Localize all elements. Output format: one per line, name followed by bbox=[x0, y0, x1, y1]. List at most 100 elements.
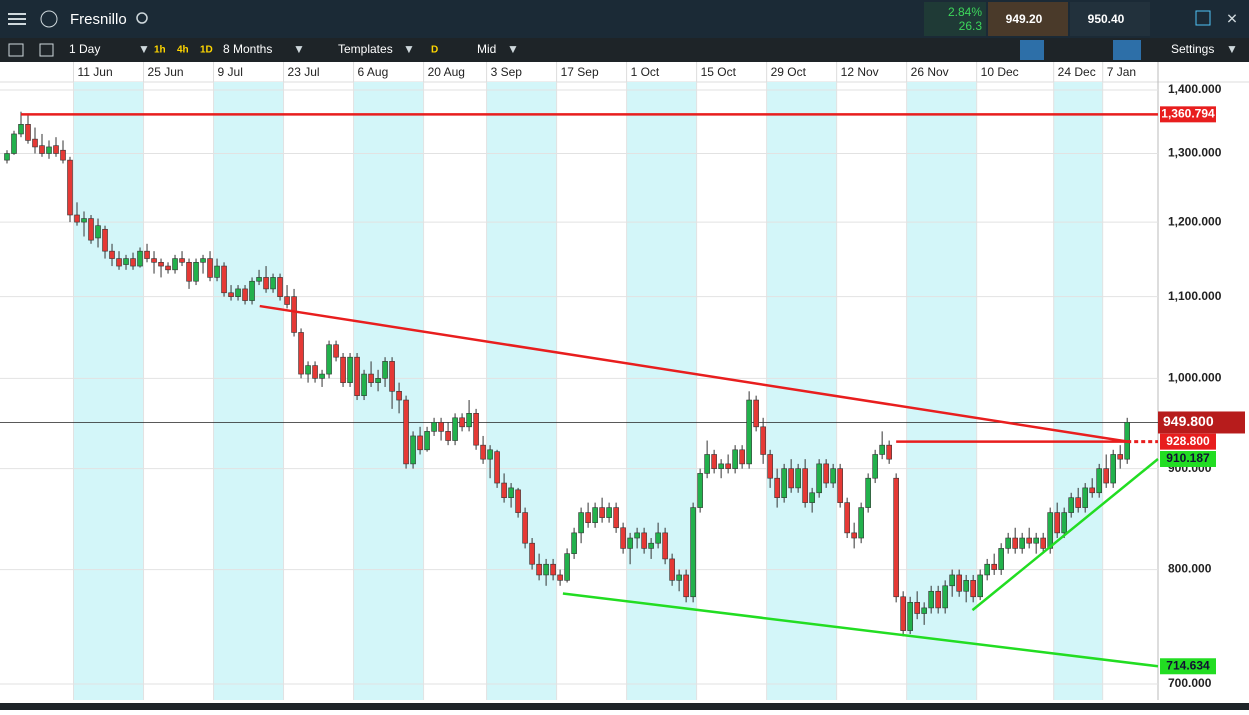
quick-interval[interactable]: 1D bbox=[200, 45, 213, 56]
y-tick-label: 1,300.000 bbox=[1168, 146, 1222, 160]
candle-body bbox=[900, 596, 906, 631]
price-tag bbox=[1160, 450, 1216, 467]
candle-body bbox=[774, 477, 780, 498]
candle-body bbox=[1075, 497, 1081, 508]
candle-body bbox=[690, 507, 696, 598]
x-tick-label: 9 Jul bbox=[218, 65, 243, 79]
dropdown-arrow: ▼ bbox=[507, 42, 519, 56]
active-tool[interactable] bbox=[1020, 40, 1044, 60]
list-icon[interactable] bbox=[8, 43, 24, 57]
candle-body bbox=[655, 532, 661, 544]
candle-body bbox=[998, 548, 1004, 570]
settings[interactable]: Settings bbox=[1171, 42, 1214, 56]
candle-body bbox=[1061, 512, 1067, 534]
candle-body bbox=[361, 373, 367, 396]
menu-button[interactable] bbox=[8, 13, 26, 25]
candle-body bbox=[88, 218, 94, 241]
candle-body bbox=[165, 265, 171, 271]
buy-box[interactable] bbox=[1070, 2, 1150, 36]
candle-body bbox=[431, 421, 437, 432]
candle-body bbox=[1012, 537, 1018, 549]
candle-body bbox=[760, 426, 766, 455]
candle-body bbox=[438, 421, 444, 432]
time-band bbox=[906, 82, 977, 700]
active-tool[interactable] bbox=[1113, 40, 1141, 60]
x-tick-label: 26 Nov bbox=[911, 65, 949, 79]
candle-body bbox=[298, 332, 304, 375]
candle-body bbox=[95, 225, 101, 239]
candle-body bbox=[508, 487, 514, 498]
candle-body bbox=[837, 468, 843, 503]
candle-body bbox=[200, 258, 206, 263]
candle-body bbox=[53, 145, 59, 154]
candle-body bbox=[130, 258, 136, 267]
candle-body bbox=[1110, 454, 1116, 484]
price-tag bbox=[1158, 411, 1245, 434]
trend-line bbox=[971, 458, 1159, 612]
candle-body bbox=[627, 537, 633, 549]
candle-body bbox=[207, 258, 213, 278]
candle-body bbox=[823, 463, 829, 484]
trend-line bbox=[562, 592, 1159, 668]
price-tag-label: 928.800 bbox=[1166, 434, 1210, 448]
candle-body bbox=[725, 463, 731, 469]
time-band bbox=[1053, 82, 1103, 700]
candle-body bbox=[158, 262, 164, 267]
candle-body bbox=[32, 138, 38, 148]
price-type[interactable]: Mid bbox=[477, 42, 496, 56]
candle-body bbox=[991, 563, 997, 570]
candle-body bbox=[928, 590, 934, 609]
candle-body bbox=[1096, 468, 1102, 494]
close-icon[interactable]: ✕ bbox=[1226, 11, 1238, 27]
candle-body bbox=[879, 444, 885, 455]
candle-body bbox=[550, 563, 556, 576]
info-icon[interactable] bbox=[40, 10, 58, 28]
range[interactable]: 8 Months bbox=[223, 42, 272, 56]
quick-interval[interactable]: 4h bbox=[177, 45, 189, 56]
candle-body bbox=[228, 292, 234, 297]
layout-icon[interactable] bbox=[39, 43, 54, 57]
candle-body bbox=[312, 365, 318, 379]
candle-body bbox=[389, 361, 395, 392]
x-tick-label: 23 Jul bbox=[288, 65, 320, 79]
candle-body bbox=[291, 296, 297, 333]
x-tick-label: 20 Aug bbox=[428, 65, 465, 79]
popout-icon[interactable] bbox=[1195, 10, 1211, 26]
candle-body bbox=[872, 454, 878, 479]
search-icon[interactable] bbox=[136, 12, 148, 24]
sell-box[interactable] bbox=[988, 2, 1068, 36]
candle-body bbox=[25, 124, 31, 141]
candle-body bbox=[305, 365, 311, 375]
candle-body bbox=[242, 288, 248, 301]
candle-body bbox=[620, 527, 626, 549]
candle-body bbox=[949, 574, 955, 587]
time-band bbox=[213, 82, 284, 700]
candle-body bbox=[1047, 512, 1053, 549]
candle-body bbox=[102, 228, 108, 252]
templates[interactable]: Templates bbox=[338, 42, 393, 56]
price-tag bbox=[1160, 106, 1216, 123]
change: 26.3 bbox=[959, 19, 983, 33]
quick-interval[interactable]: 1h bbox=[154, 45, 166, 56]
candle-body bbox=[452, 417, 458, 441]
candle-body bbox=[347, 356, 353, 383]
candle-body bbox=[599, 507, 605, 518]
change-pct: 2.84% bbox=[948, 5, 982, 19]
candle-body bbox=[172, 258, 178, 271]
candle-body bbox=[123, 258, 129, 265]
interval[interactable]: 1 Day bbox=[69, 42, 100, 56]
candle-body bbox=[746, 399, 752, 465]
candle-body bbox=[4, 153, 10, 161]
time-band bbox=[73, 82, 144, 700]
candle-body bbox=[473, 413, 479, 446]
candle-body bbox=[907, 602, 913, 631]
candle-body bbox=[977, 574, 983, 598]
candle-body bbox=[193, 262, 199, 282]
candle-body bbox=[18, 124, 24, 135]
candle-body bbox=[557, 574, 563, 581]
y-tick-label: 800.000 bbox=[1168, 562, 1212, 576]
candle-body bbox=[529, 542, 535, 565]
d-button[interactable]: D bbox=[431, 45, 438, 56]
candle-body bbox=[816, 463, 822, 494]
candle-body bbox=[319, 373, 325, 379]
